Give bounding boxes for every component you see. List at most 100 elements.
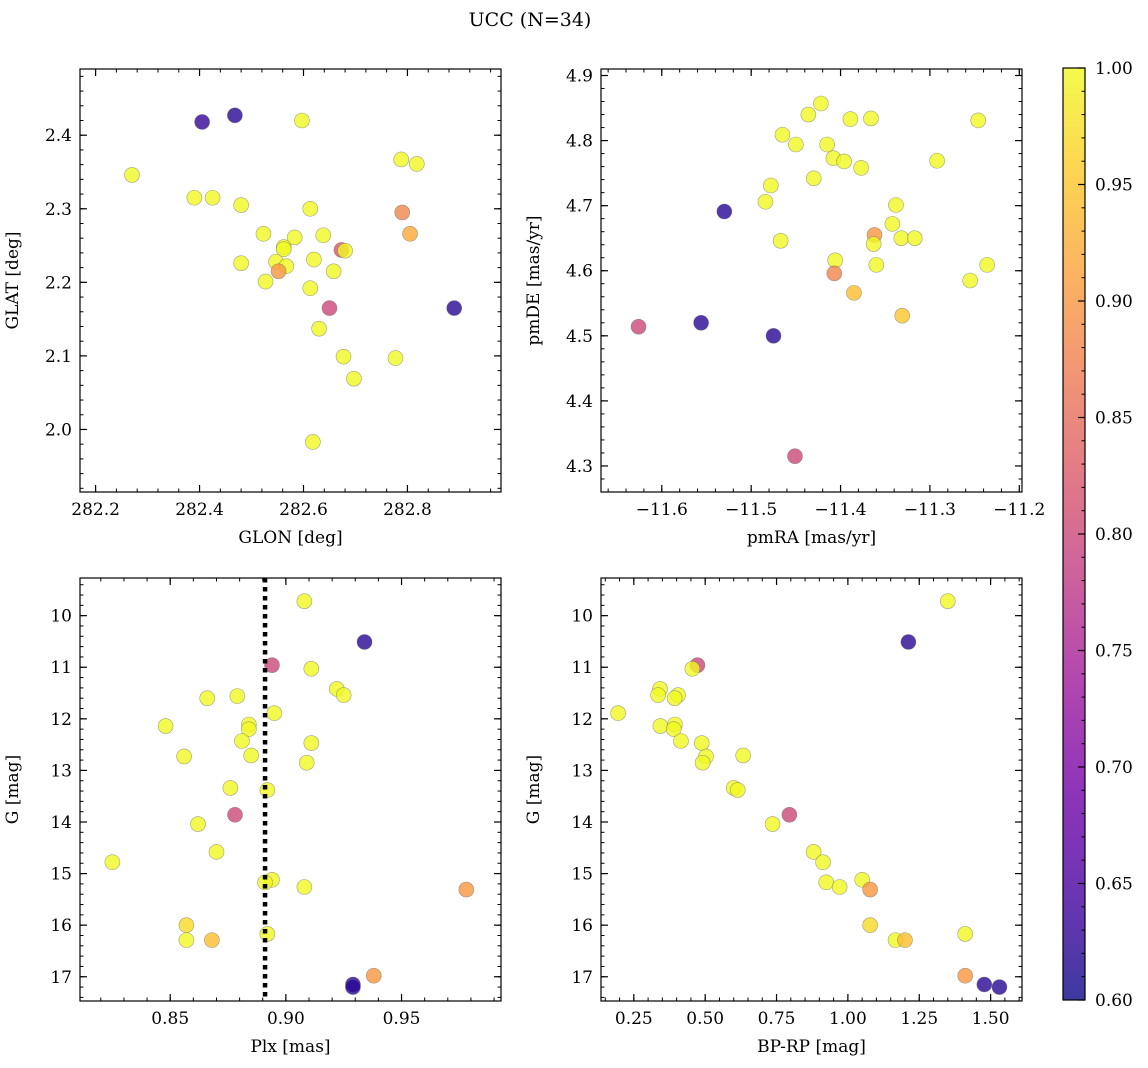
colorbar-tick-label: 1.00	[1095, 59, 1133, 79]
x-tick-label: 282.8	[383, 500, 432, 520]
x-tick-label: 282.6	[279, 500, 328, 520]
data-point	[815, 854, 831, 871]
y-tick-label: 15	[571, 865, 593, 885]
data-point	[229, 688, 246, 704]
data-point	[846, 285, 862, 301]
data-point	[296, 879, 313, 895]
y-tick-label: 2.1	[45, 347, 72, 367]
axes-frame	[600, 577, 1023, 1002]
data-point	[788, 136, 804, 153]
panel-bottom-right: 0.25 0.50 0.75 1.00 1.25 1.50 10 11 12 13 14 15 16 17…	[524, 577, 1023, 1057]
data-point	[157, 718, 174, 734]
data-point	[684, 660, 701, 677]
y-tick-label: 12	[50, 710, 72, 730]
data-point	[208, 844, 225, 860]
x-tick-label: 0.25	[615, 1009, 653, 1029]
data-point	[693, 735, 710, 751]
x-tick-label: −11.6	[636, 500, 688, 520]
y-tick-label: 4.6	[566, 262, 593, 282]
data-point	[199, 690, 216, 706]
y-tick-label: 16	[571, 916, 593, 936]
data-point	[800, 106, 817, 123]
y-tick-label: 16	[50, 916, 72, 936]
x-tick-label: 0.50	[686, 1009, 724, 1029]
data-point	[764, 816, 781, 832]
y-tick-label: 4.4	[566, 392, 593, 412]
y-tick-label: 4.7	[566, 197, 593, 217]
y-tick-label: 13	[50, 761, 72, 781]
data-point	[446, 300, 463, 316]
data-point	[294, 112, 310, 129]
data-point	[204, 932, 220, 948]
data-point	[178, 917, 195, 933]
data-point	[303, 660, 320, 677]
data-point	[337, 242, 353, 259]
data-point	[650, 687, 666, 703]
y-tick-label: 10	[571, 607, 593, 627]
data-point	[243, 747, 259, 764]
data-point	[303, 735, 320, 751]
data-point	[335, 348, 352, 365]
data-point	[365, 967, 382, 984]
colorbar-tick-label: 0.95	[1095, 176, 1133, 196]
y-tick-label: 4.5	[566, 327, 593, 347]
data-point	[227, 107, 243, 124]
data-point	[345, 979, 361, 995]
data-point	[275, 241, 292, 258]
data-point	[266, 705, 283, 721]
colorbar-tick-label: 0.70	[1095, 758, 1133, 778]
data-point	[302, 200, 319, 217]
data-point	[888, 197, 904, 213]
data-point	[979, 257, 995, 273]
colorbar-tick-label: 0.60	[1095, 991, 1133, 1011]
y-tick-label: 14	[571, 813, 593, 833]
y-tick-label: 11	[571, 658, 593, 678]
data-point	[178, 932, 195, 948]
x-axis-label: Plx [mas]	[250, 1037, 330, 1057]
data-point	[204, 189, 221, 206]
x-tick-label: 0.95	[383, 1009, 421, 1029]
data-point	[302, 280, 319, 297]
colorbar-tick-label: 0.90	[1095, 292, 1133, 312]
data-point	[408, 156, 425, 172]
x-tick-label: 0.75	[758, 1009, 796, 1029]
x-tick-label: 1.50	[972, 1009, 1010, 1029]
data-point	[818, 874, 834, 891]
x-tick-label: 1.25	[900, 1009, 938, 1029]
data-point	[610, 705, 626, 721]
x-axis-label: BP-RP [mag]	[757, 1037, 866, 1057]
axes-frame	[600, 68, 1023, 493]
colorbar: 0.60 0.65 0.70 0.75 0.80 0.85 0.90 0.95 1.00	[1062, 59, 1133, 1011]
x-tick-label: 1.00	[829, 1009, 867, 1029]
x-tick-label: 0.85	[151, 1009, 189, 1029]
x-tick-label: −11.4	[814, 500, 866, 520]
data-point	[104, 854, 121, 871]
y-tick-label: 4.8	[566, 132, 593, 152]
y-axis-label: G [mag]	[524, 755, 544, 824]
data-point	[693, 314, 709, 331]
data-point	[402, 225, 418, 242]
data-point	[894, 307, 911, 324]
data-point	[781, 806, 798, 823]
data-point	[735, 747, 751, 764]
y-tick-label: 2.0	[45, 420, 72, 440]
colorbar-tick-label: 0.80	[1095, 525, 1133, 545]
data-point	[124, 167, 140, 183]
x-tick-label: 282.4	[175, 500, 224, 520]
y-tick-label: 17	[571, 968, 593, 988]
data-point	[306, 251, 322, 268]
data-point	[805, 170, 822, 187]
data-point	[836, 153, 852, 170]
data-point	[897, 932, 913, 948]
data-point	[346, 370, 362, 387]
data-point	[356, 634, 373, 650]
colorbar-tick-label: 0.85	[1095, 409, 1133, 429]
data-point	[865, 236, 882, 252]
data-point	[665, 721, 682, 737]
data-point	[393, 151, 410, 168]
y-axis-label: GLAT [deg]	[3, 231, 23, 329]
data-point	[868, 257, 885, 273]
x-axis-label: pmRA [mas/yr]	[747, 528, 876, 548]
data-point	[842, 111, 859, 127]
data-point	[863, 110, 879, 127]
